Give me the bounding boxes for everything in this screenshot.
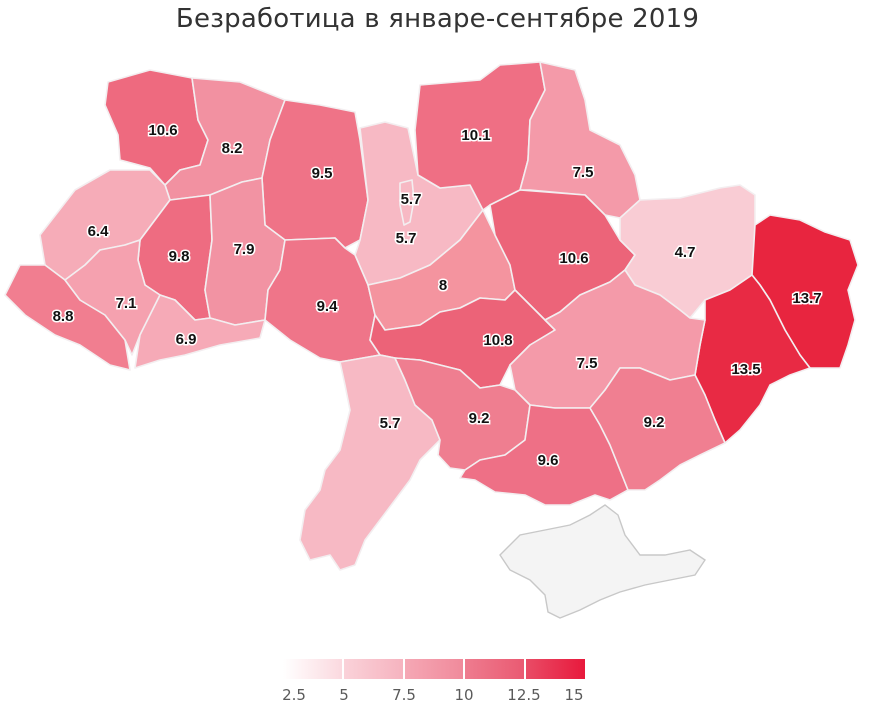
color-legend: [283, 659, 585, 679]
label-poltava: 10.6: [559, 250, 588, 267]
label-zakarpattia: 8.8: [53, 308, 74, 325]
label-kirovohrad: 10.8: [483, 332, 512, 349]
label-zaporizhzhia: 9.2: [644, 414, 665, 431]
label-rivne: 8.2: [222, 140, 243, 157]
legend-tick: 15: [564, 686, 584, 704]
legend-ticks: 2.5 5 7.5 10 12.5 15: [268, 686, 600, 708]
label-kyiv-oblast: 5.7: [396, 230, 417, 247]
label-kharkiv: 4.7: [675, 244, 696, 261]
legend-tick: 10: [454, 686, 474, 704]
label-lviv: 6.4: [88, 223, 110, 240]
region-chernivtsi[interactable]: [134, 294, 266, 369]
label-sumy: 7.5: [573, 164, 594, 181]
legend-segment-3: [404, 659, 466, 679]
legend-segment-1: [283, 659, 344, 679]
label-ivano-frankivsk: 7.1: [116, 295, 137, 312]
region-kyiv-city[interactable]: [399, 179, 415, 226]
label-cherkasy: 8: [439, 277, 447, 294]
label-dnipropetrovsk: 7.5: [577, 355, 598, 372]
label-zhytomyr: 9.5: [312, 165, 333, 182]
label-chernihiv: 10.1: [461, 127, 490, 144]
label-kyiv-city: 5.7: [401, 191, 422, 208]
legend-tick: 2.5: [282, 686, 306, 704]
legend-segment-4: [465, 659, 527, 679]
legend-tick: 7.5: [392, 686, 416, 704]
legend-tick: 12.5: [507, 686, 541, 704]
chart-title: Безработица в январе-сентябре 2019: [175, 4, 700, 34]
legend-tick: 5: [339, 686, 349, 704]
label-mykolaiv: 9.2: [469, 410, 490, 427]
label-odesa: 5.7: [380, 415, 401, 432]
label-kherson: 9.6: [538, 452, 559, 469]
label-chernivtsi: 6.9: [176, 331, 197, 348]
region-sumy[interactable]: [519, 61, 641, 219]
label-ternopil: 9.8: [169, 248, 190, 265]
label-donetsk: 13.5: [731, 361, 760, 378]
label-volyn: 10.6: [148, 122, 177, 139]
label-khmelnytskyi: 7.9: [234, 241, 255, 258]
label-luhansk: 13.7: [792, 290, 821, 307]
legend-segment-2: [343, 659, 405, 679]
region-crimea[interactable]: [499, 504, 706, 619]
region-zaporizhzhia[interactable]: [589, 367, 726, 491]
legend-segment-5: [526, 659, 585, 679]
label-vinnytsia: 9.4: [317, 298, 339, 315]
